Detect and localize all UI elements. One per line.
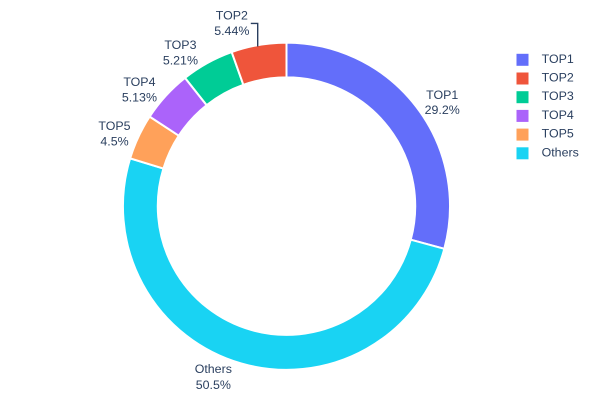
svg-text:50.5%: 50.5% xyxy=(196,378,231,392)
svg-text:TOP4: TOP4 xyxy=(542,108,574,122)
svg-text:Others: Others xyxy=(542,145,579,159)
svg-text:5.13%: 5.13% xyxy=(122,90,157,104)
svg-text:TOP3: TOP3 xyxy=(164,38,196,52)
svg-text:TOP1: TOP1 xyxy=(542,52,574,66)
svg-text:TOP2: TOP2 xyxy=(542,71,574,85)
svg-text:4.5%: 4.5% xyxy=(100,135,128,149)
svg-text:TOP5: TOP5 xyxy=(98,119,130,133)
svg-text:5.21%: 5.21% xyxy=(163,54,198,68)
svg-text:TOP2: TOP2 xyxy=(216,9,248,23)
svg-text:TOP3: TOP3 xyxy=(542,89,574,103)
svg-text:TOP5: TOP5 xyxy=(542,127,574,141)
svg-text:TOP1: TOP1 xyxy=(426,88,458,102)
svg-text:TOP4: TOP4 xyxy=(123,75,155,89)
svg-text:5.44%: 5.44% xyxy=(214,24,249,38)
svg-text:29.2%: 29.2% xyxy=(425,103,460,117)
svg-text:Others: Others xyxy=(195,362,232,376)
